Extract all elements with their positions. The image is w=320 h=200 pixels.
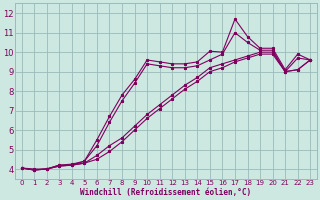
X-axis label: Windchill (Refroidissement éolien,°C): Windchill (Refroidissement éolien,°C) bbox=[80, 188, 252, 197]
